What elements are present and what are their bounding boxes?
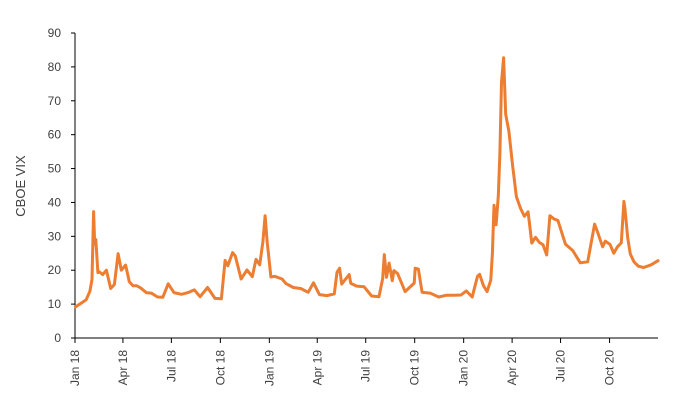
y-axis-title: CBOE VIX <box>13 155 28 217</box>
x-tick-label: Jan 19 <box>262 350 276 386</box>
axes: 0 10 20 30 40 50 60 70 80 90 Jan 18 Apr 18 Jul 18 Oct… <box>48 26 658 386</box>
x-tick-label: Apr 20 <box>505 350 519 386</box>
y-tick-label: 40 <box>48 195 62 209</box>
x-tick-label: Jan 20 <box>457 350 471 386</box>
y-tick-label: 90 <box>48 26 62 40</box>
x-tick-label: Jan 18 <box>68 350 82 386</box>
y-tick-label: 30 <box>48 229 62 243</box>
x-tick-label: Oct 18 <box>213 350 227 386</box>
x-tick-label: Apr 19 <box>310 350 324 386</box>
y-tick-label: 70 <box>48 94 62 108</box>
x-tick-label: Jul 20 <box>554 350 568 382</box>
y-tick-label: 10 <box>48 297 62 311</box>
y-tick-label: 0 <box>54 331 61 345</box>
vix-series-line <box>74 56 660 309</box>
x-tick-label: Oct 20 <box>603 350 617 386</box>
x-tick-label: Jul 18 <box>164 350 178 382</box>
x-tick-label: Jul 19 <box>359 350 373 382</box>
y-tick-label: 60 <box>48 128 62 142</box>
series-layer <box>74 56 660 309</box>
x-tick-label: Apr 18 <box>116 350 130 386</box>
y-tick-label: 20 <box>48 263 62 277</box>
y-tick-label: 50 <box>48 162 62 176</box>
x-tick-label: Oct 19 <box>408 350 422 386</box>
y-tick-label: 80 <box>48 60 62 74</box>
